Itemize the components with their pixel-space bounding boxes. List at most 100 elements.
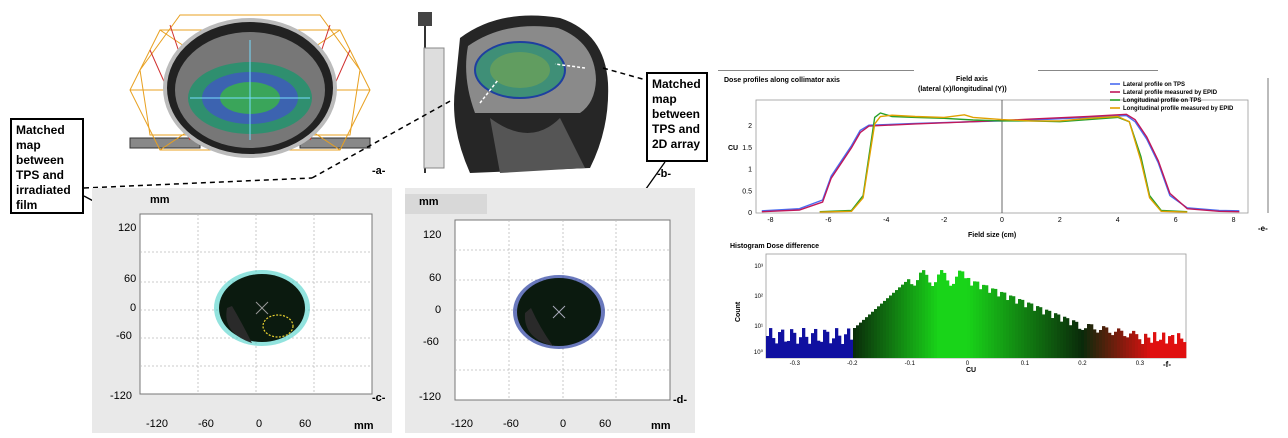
- hist-bar: [871, 311, 875, 358]
- hist-bar: [805, 336, 809, 358]
- hist-bar: [1141, 343, 1145, 358]
- hist-bar: [811, 333, 815, 358]
- hist-bar: [1048, 310, 1052, 358]
- hist-bar: [931, 286, 935, 358]
- x-tick-label: 2: [1058, 217, 1062, 224]
- y-tick-label: 1: [748, 167, 752, 174]
- axis-unit-x: mm: [651, 420, 671, 432]
- axis-unit-y: mm: [419, 196, 439, 208]
- y-tick: -120: [110, 390, 133, 402]
- hist-bar: [976, 281, 980, 358]
- hist-bar: [1159, 339, 1163, 358]
- hist-bar: [796, 343, 800, 358]
- hist-bar: [1069, 325, 1073, 358]
- hist-bar: [775, 343, 779, 358]
- hist-x-tick: -0.2: [847, 361, 858, 367]
- hist-bar: [1045, 309, 1049, 358]
- hist-bar: [1183, 342, 1187, 358]
- x-tick-label: 0: [1000, 217, 1004, 224]
- hist-bar: [1102, 326, 1106, 358]
- x-tick: 0: [560, 418, 567, 430]
- hist-bar: [892, 292, 896, 358]
- x-tick-label: -8: [767, 217, 773, 224]
- panel-e-label: -e-: [1258, 224, 1268, 233]
- hist-bar: [949, 285, 953, 358]
- hist-bar: [877, 306, 881, 358]
- hist-bar: [910, 284, 914, 358]
- hist-bar: [841, 343, 845, 358]
- hist-bar: [1150, 342, 1154, 358]
- hist-bar: [1081, 329, 1085, 358]
- hist-bar: [913, 285, 917, 358]
- hist-bar: [1090, 324, 1094, 358]
- hist-bar: [1084, 328, 1088, 358]
- hist-bar: [799, 337, 803, 358]
- hist-bar: [970, 285, 974, 358]
- hist-ylabel: Count: [735, 301, 742, 322]
- hist-x-tick: -0.3: [790, 361, 801, 367]
- callout-film-line: film: [16, 198, 38, 212]
- x-tick: 0: [256, 418, 263, 430]
- hist-bar: [1153, 332, 1157, 358]
- callout-film-line: irradiated: [16, 183, 71, 197]
- hist-bar: [955, 276, 959, 358]
- hist-bar: [868, 314, 872, 358]
- hist-bar: [1168, 336, 1172, 358]
- panel-a-axial-ct-image: [110, 10, 390, 170]
- hist-bar: [766, 336, 770, 358]
- profile-subtitle: Field axis: [956, 76, 988, 83]
- hist-bar: [781, 329, 785, 358]
- hist-bar: [790, 329, 794, 358]
- hist-bar: [988, 292, 992, 358]
- x-tick: -60: [503, 418, 519, 430]
- hist-bar: [874, 309, 878, 358]
- hist-bar: [1021, 299, 1025, 358]
- x-tick-label: 4: [1116, 217, 1120, 224]
- hist-bar: [883, 300, 887, 358]
- hist-bar: [1030, 303, 1034, 358]
- callout-film: Matched map between TPS and irradiated f…: [10, 118, 84, 214]
- y-tick: 0: [435, 304, 442, 316]
- x-tick: 60: [299, 418, 312, 430]
- hist-bar: [964, 278, 968, 358]
- hist-bar: [982, 284, 986, 358]
- hist-bar: [916, 280, 920, 358]
- y-tick-label: 2: [748, 123, 752, 130]
- hist-bar: [1036, 306, 1040, 358]
- panel-d-label: -d-: [673, 394, 688, 406]
- callout-array-line: map: [652, 92, 677, 106]
- hist-bar: [898, 287, 902, 358]
- hist-bar: [1147, 337, 1151, 358]
- hist-bar: [1114, 331, 1118, 358]
- y-tick: 120: [118, 222, 137, 234]
- hist-bar: [1018, 299, 1022, 358]
- series-line: [819, 114, 1188, 213]
- hist-bar: [793, 332, 797, 358]
- hist-bar: [1051, 318, 1055, 358]
- x-tick-label: 6: [1174, 217, 1178, 224]
- hist-bar: [934, 282, 938, 358]
- hist-bar: [784, 341, 788, 358]
- hist-bar: [889, 295, 893, 358]
- series-line: [819, 112, 1188, 213]
- hist-bar: [1132, 330, 1136, 358]
- hist-bar: [1126, 337, 1130, 358]
- hist-bar: [829, 343, 833, 358]
- x-tick-label: -6: [825, 217, 831, 224]
- hist-bar: [1111, 335, 1115, 358]
- hist-bar: [1165, 343, 1169, 358]
- hist-bar: [1105, 327, 1109, 358]
- hist-bar: [1057, 314, 1061, 358]
- callout-film-line: TPS and: [16, 168, 65, 182]
- panel-d-array-dose-map: mm 120 60 0 -60 -120 -120 -60 0 60 mm -d…: [405, 188, 695, 433]
- y-tick: 120: [423, 229, 442, 241]
- hist-bar: [925, 274, 929, 358]
- legend-label: Longitudinal profile measured by EPID: [1123, 106, 1234, 112]
- panel-e-profile-chart: Dose profiles along collimator axis Fiel…: [718, 70, 1288, 240]
- panel-c-label: -c-: [372, 392, 386, 404]
- hist-bar: [880, 303, 884, 358]
- hist-bar: [991, 288, 995, 358]
- hist-bar: [814, 328, 818, 358]
- y-tick: 60: [429, 272, 442, 284]
- hist-x-tick: 0.2: [1078, 361, 1087, 367]
